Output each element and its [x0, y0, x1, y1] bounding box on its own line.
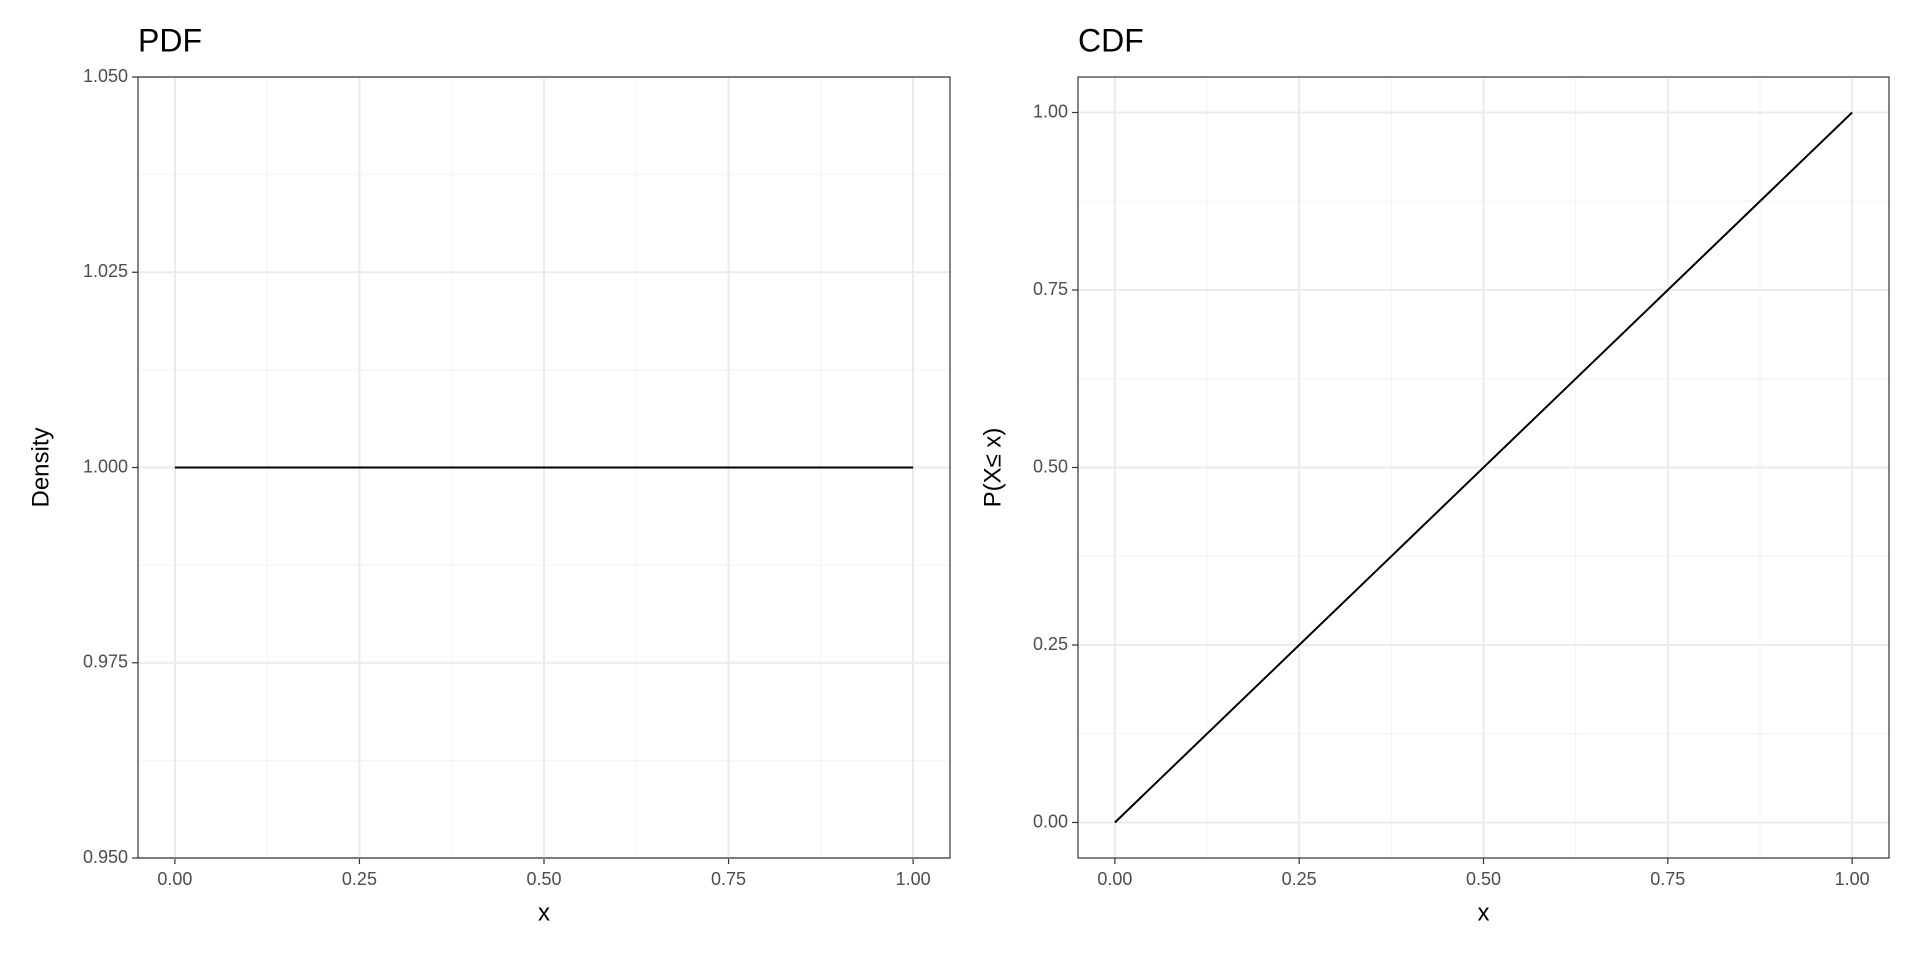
- x-axis-label: x: [1478, 899, 1490, 926]
- plot-border: [137, 76, 951, 859]
- plot-border: [1077, 76, 1890, 859]
- chart-title: CDF: [1078, 22, 1144, 58]
- x-tick-label: 0.25: [1282, 869, 1317, 889]
- y-tick-label: 0.00: [1033, 811, 1068, 831]
- x-tick-label: 1.00: [1835, 869, 1870, 889]
- line: [1114, 111, 1853, 824]
- x-tick-label: 0.50: [1466, 869, 1501, 889]
- x-tick-label: 0.75: [1650, 869, 1685, 889]
- chart-title: PDF: [138, 22, 202, 58]
- y-tick-label: 0.75: [1033, 279, 1068, 299]
- x-tick-label: 0.00: [1097, 869, 1132, 889]
- y-axis-label: P(X≤ x): [979, 428, 1006, 508]
- x-axis-label: x: [538, 899, 550, 926]
- y-tick-label: 0.50: [1033, 456, 1068, 476]
- y-axis-label: Density: [27, 427, 54, 507]
- y-tick-label: 0.975: [83, 652, 128, 672]
- x-tick-label: 0.00: [157, 869, 192, 889]
- x-tick-label: 0.75: [711, 869, 746, 889]
- y-tick-label: 0.950: [83, 847, 128, 867]
- x-tick-label: 0.25: [342, 869, 377, 889]
- y-tick-label: 1.050: [83, 66, 128, 86]
- y-tick-label: 0.25: [1033, 634, 1068, 654]
- x-tick-label: 1.00: [896, 869, 931, 889]
- y-tick-label: 1.00: [1033, 101, 1068, 121]
- y-tick-label: 1.025: [83, 261, 128, 281]
- y-tick-label: 1.000: [83, 456, 128, 476]
- x-tick-label: 0.50: [526, 869, 561, 889]
